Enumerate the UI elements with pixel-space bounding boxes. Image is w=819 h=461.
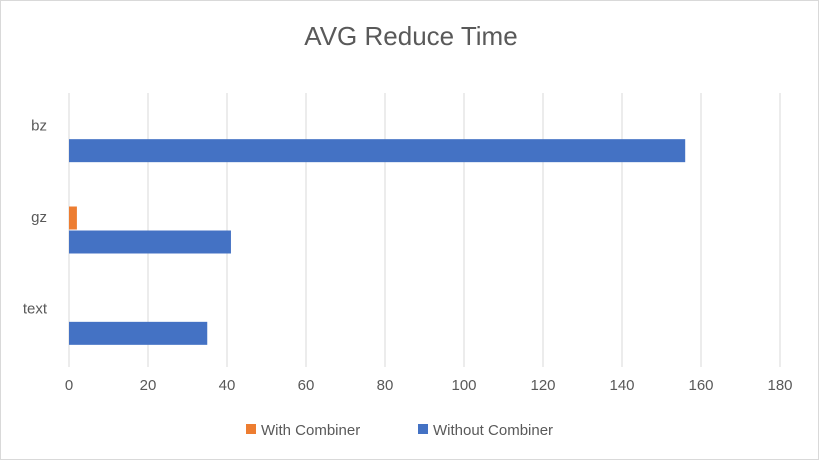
legend-label: Without Combiner [433, 422, 553, 439]
x-axis-ticks: 0 20 40 60 80 100 120 140 160 180 [65, 377, 793, 394]
bar-without-combiner-text [69, 321, 208, 345]
x-tick-label: 60 [298, 377, 315, 394]
legend-label: With Combiner [261, 422, 360, 439]
x-tick-label: 160 [688, 377, 713, 394]
legend-swatch [418, 424, 428, 434]
bar-without-combiner-gz [69, 230, 231, 254]
bar-with-combiner-gz [69, 206, 77, 230]
category-label: gz [31, 209, 47, 226]
x-tick-label: 140 [609, 377, 634, 394]
x-tick-label: 180 [767, 377, 792, 394]
legend: With Combiner Without Combiner [246, 422, 553, 439]
x-tick-label: 80 [377, 377, 394, 394]
chart-title: AVG Reduce Time [304, 21, 517, 51]
gridlines [68, 93, 781, 367]
legend-swatch [246, 424, 256, 434]
x-tick-label: 40 [219, 377, 236, 394]
category-label: text [23, 300, 48, 317]
x-tick-label: 20 [140, 377, 157, 394]
y-axis-categories: bz gz text [23, 118, 48, 318]
bars [69, 139, 686, 345]
bar-without-combiner-bz [69, 139, 686, 163]
category-label: bz [31, 118, 47, 135]
x-tick-label: 100 [451, 377, 476, 394]
x-tick-label: 120 [530, 377, 555, 394]
x-tick-label: 0 [65, 377, 73, 394]
